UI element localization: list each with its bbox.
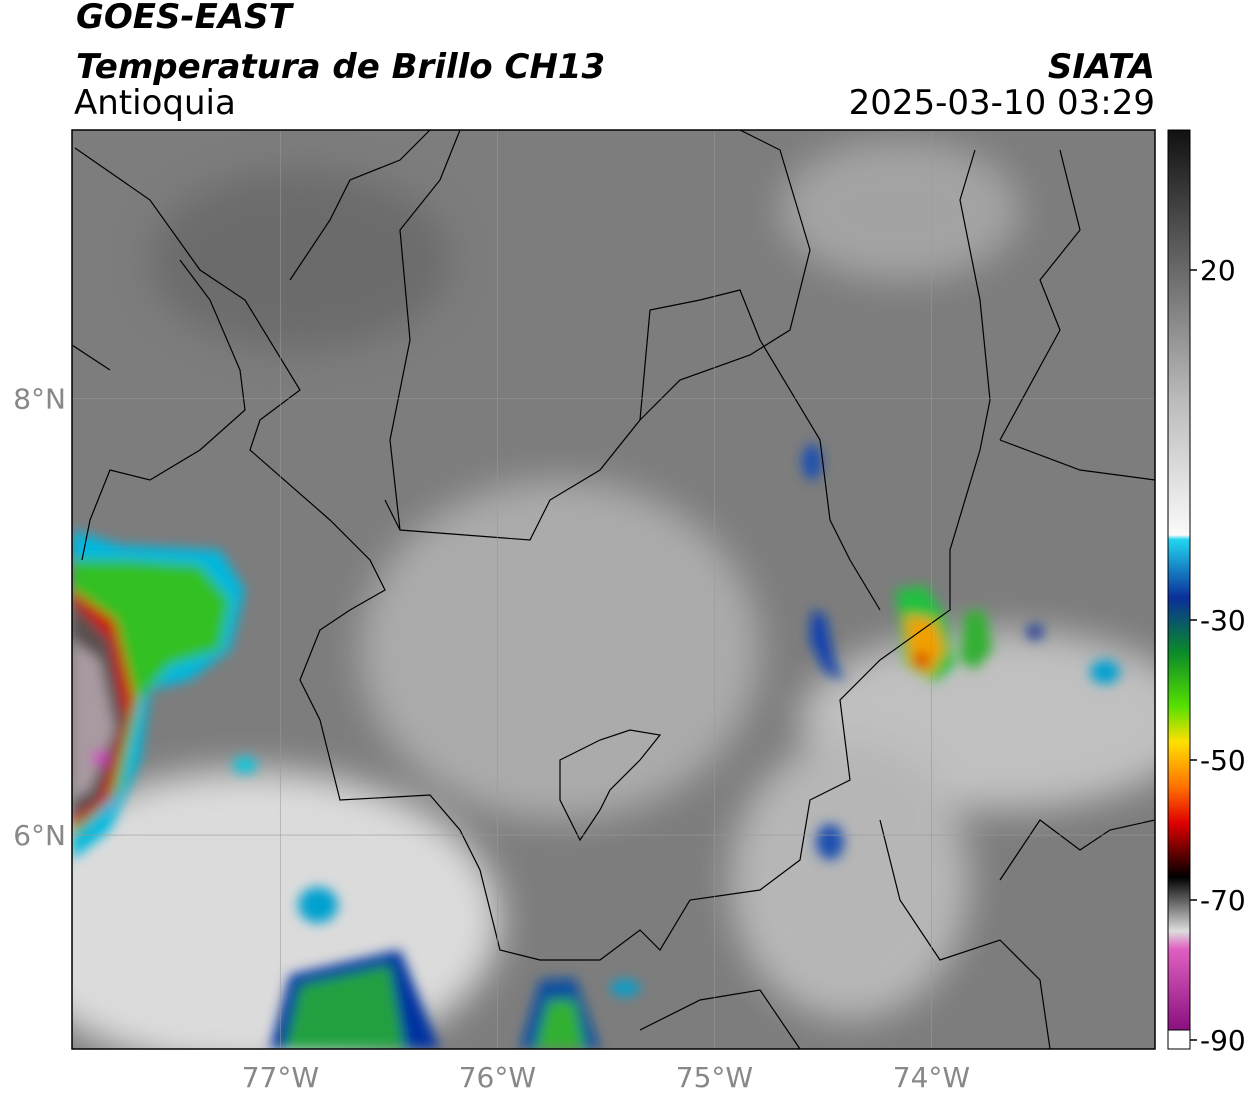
product: Temperatura de Brillo CH13 <box>76 47 605 87</box>
colorbar-tick-label: -50 <box>1200 744 1246 777</box>
colorbar <box>1167 129 1191 1031</box>
region: Antioquia <box>74 83 236 123</box>
lon-tick-label: 75°W <box>676 1061 753 1094</box>
lat-tick-label: 8°N <box>13 382 66 415</box>
lon-tick-label: 74°W <box>893 1061 970 1094</box>
map-frame <box>71 129 1156 1050</box>
agency: SIATA <box>1048 47 1155 87</box>
graticule <box>72 130 1155 1049</box>
lat-tick-label: 6°N <box>13 819 66 852</box>
lon-tick-label: 76°W <box>459 1061 536 1094</box>
datetime: 2025-03-10 03:29 <box>849 83 1155 123</box>
colorbar-tick-label: -30 <box>1200 604 1246 637</box>
map-image <box>72 130 1155 1049</box>
colorbar-tick-label: 20 <box>1200 254 1236 287</box>
colorbar-tick-label: -70 <box>1200 884 1246 917</box>
colorbar-under <box>1167 1029 1191 1050</box>
lon-tick-label: 77°W <box>242 1061 319 1094</box>
satellite: GOES-EAST <box>76 0 295 37</box>
colorbar-tick-label: -90 <box>1200 1024 1246 1057</box>
